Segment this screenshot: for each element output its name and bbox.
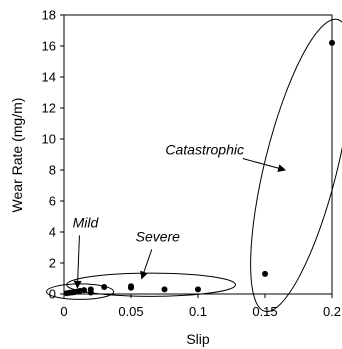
x-tick-label: 0.05 (118, 304, 143, 319)
x-tick-label: 0.2 (323, 304, 341, 319)
data-points (63, 39, 335, 297)
region-catastrophic-ellipse (250, 18, 342, 312)
y-tick-label: 8 (49, 163, 56, 178)
data-point (161, 286, 168, 293)
y-tick-label: 4 (49, 225, 56, 240)
y-tick-label: 14 (42, 70, 56, 85)
annotation-mild-arrow (73, 235, 82, 289)
annotation-catastrophic-arrow (242, 158, 287, 173)
y-tick-label: 12 (42, 101, 56, 116)
annotation-mild-label: Mild (73, 214, 100, 230)
data-point (128, 284, 134, 291)
data-point (81, 287, 88, 294)
y-axis-ticks: 0 2 4 6 8 10 12 14 16 18 (42, 8, 64, 302)
x-axis-label: Slip (186, 331, 210, 347)
data-point (101, 284, 108, 291)
data-point (87, 289, 94, 296)
annotation-severe-label: Severe (136, 228, 181, 244)
data-point (262, 270, 268, 277)
annotation-catastrophic-label: Catastrophic (165, 142, 244, 158)
regime-annotations: Mild Severe Catastrophic (73, 142, 287, 289)
regime-ellipses (46, 18, 342, 312)
data-point (329, 39, 335, 46)
region-severe-ellipse (66, 272, 237, 297)
y-tick-label: 6 (49, 194, 56, 209)
plot-area (63, 14, 333, 295)
x-tick-label: 0.1 (189, 304, 207, 319)
data-point (195, 286, 201, 293)
y-tick-label: 0 (49, 287, 56, 302)
y-tick-label: 16 (42, 39, 56, 54)
x-tick-label: 0 (60, 304, 67, 319)
y-axis-label: Wear Rate (mg/m) (9, 98, 25, 213)
y-tick-label: 10 (42, 132, 56, 147)
annotation-severe-arrow (140, 249, 153, 280)
y-tick-label: 2 (49, 256, 56, 271)
y-tick-label: 18 (42, 8, 56, 23)
